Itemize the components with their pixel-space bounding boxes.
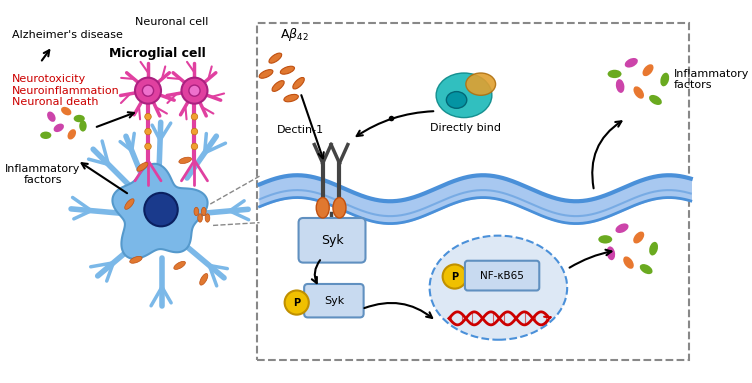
Ellipse shape [293,77,305,89]
Ellipse shape [649,242,658,255]
FancyBboxPatch shape [299,218,365,263]
Ellipse shape [616,79,624,93]
Ellipse shape [642,64,653,76]
Ellipse shape [633,232,644,244]
Ellipse shape [317,198,329,218]
FancyBboxPatch shape [256,23,689,360]
Ellipse shape [599,235,612,244]
Ellipse shape [436,73,492,118]
Ellipse shape [74,115,85,122]
Ellipse shape [608,70,622,78]
Text: Microglial cell: Microglial cell [109,47,205,60]
Ellipse shape [447,92,467,108]
Ellipse shape [465,73,496,95]
Text: NF-κB65: NF-κB65 [481,271,524,281]
Ellipse shape [47,111,56,122]
Ellipse shape [615,223,629,233]
Ellipse shape [633,86,644,99]
Ellipse shape [68,129,76,139]
FancyBboxPatch shape [465,261,539,290]
Text: Syk: Syk [320,234,344,247]
Ellipse shape [130,256,142,263]
Circle shape [189,85,200,96]
Circle shape [191,128,198,135]
Ellipse shape [623,256,634,269]
Ellipse shape [333,198,346,218]
Ellipse shape [174,261,186,269]
Ellipse shape [429,236,567,340]
Ellipse shape [137,162,148,171]
Ellipse shape [625,58,638,67]
Ellipse shape [272,81,284,92]
Circle shape [135,78,161,104]
Ellipse shape [198,214,202,222]
Text: Syk: Syk [324,296,344,306]
Text: P: P [293,298,300,308]
Ellipse shape [179,157,192,164]
Text: A$\beta_{42}$: A$\beta_{42}$ [280,26,308,43]
Circle shape [144,193,177,226]
Circle shape [191,143,198,150]
Ellipse shape [205,214,210,222]
Text: Inflammatory
factors: Inflammatory factors [5,164,80,185]
Ellipse shape [200,273,208,285]
Ellipse shape [79,120,86,131]
Circle shape [144,143,151,150]
Ellipse shape [640,264,653,274]
Ellipse shape [61,107,71,115]
Circle shape [144,128,151,135]
Ellipse shape [194,207,199,216]
Ellipse shape [259,70,273,78]
Text: Neurotoxicity
Neuroinflammation
Neuronal death: Neurotoxicity Neuroinflammation Neuronal… [12,74,120,107]
Ellipse shape [53,124,64,132]
Text: P: P [451,272,458,282]
Ellipse shape [649,95,662,105]
Text: Inflammatory
factors: Inflammatory factors [674,69,750,90]
Text: Directly bind: Directly bind [430,123,502,133]
Polygon shape [113,164,208,259]
Ellipse shape [40,131,51,139]
FancyBboxPatch shape [304,284,364,318]
Ellipse shape [280,66,295,74]
Text: Neuronal cell: Neuronal cell [135,17,208,27]
Circle shape [389,116,394,121]
Text: Alzheimer's disease: Alzheimer's disease [12,30,123,40]
Ellipse shape [284,95,299,102]
Circle shape [142,85,153,96]
Circle shape [191,113,198,120]
Ellipse shape [607,246,615,260]
Ellipse shape [269,53,282,63]
Circle shape [284,290,309,315]
Ellipse shape [125,199,134,210]
Circle shape [443,264,467,289]
Ellipse shape [660,73,669,86]
Ellipse shape [202,207,206,216]
Circle shape [181,78,208,104]
Circle shape [144,113,151,120]
Text: Dectin-1: Dectin-1 [277,125,324,135]
